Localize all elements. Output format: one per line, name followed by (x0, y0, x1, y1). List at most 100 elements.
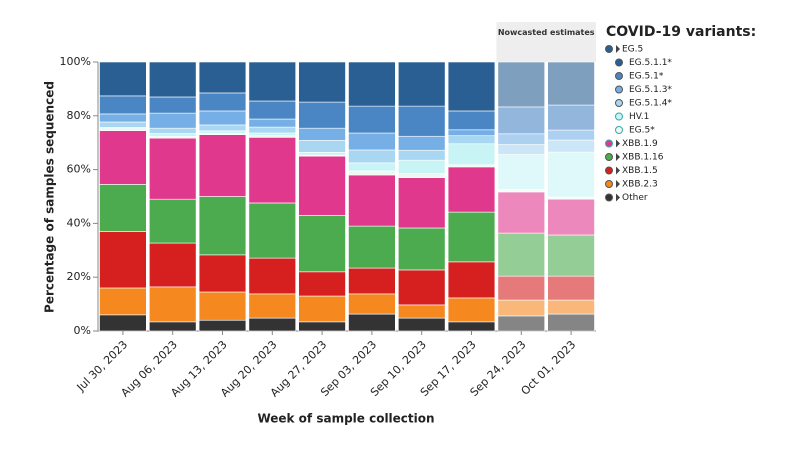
bar-segment (547, 299, 595, 315)
legend-symbol (605, 153, 613, 161)
bar-segment (149, 127, 197, 134)
bar-segment (348, 149, 396, 164)
bar-segment (99, 184, 147, 232)
bar-segment (447, 297, 496, 323)
legend-symbol (605, 193, 613, 202)
bar-segment (497, 106, 545, 135)
legend-toggle (616, 166, 620, 175)
bar-segment (547, 139, 595, 153)
y-tick-label: 60% (67, 163, 91, 176)
bar-segment (547, 61, 595, 106)
bar-segment (348, 313, 396, 332)
legend-symbol (615, 72, 623, 80)
bar-segment (547, 196, 595, 200)
legend-label: EG.5* (629, 126, 655, 136)
bar-segment (497, 61, 545, 108)
bar-segment (497, 275, 545, 301)
bar-segment (447, 135, 496, 145)
bar-segment (198, 319, 247, 332)
bar-segment (149, 137, 197, 200)
bar-segment (248, 132, 296, 137)
bar-segment (348, 170, 396, 176)
bar-segment (248, 61, 296, 102)
bar-segment (248, 293, 296, 319)
legend-title: COVID-19 variants: (606, 24, 756, 40)
bar-segment (348, 132, 396, 151)
legend-symbol (615, 58, 623, 67)
bar-segment (298, 61, 346, 103)
bar-segment (348, 174, 396, 227)
bar-segment (298, 215, 346, 273)
legend-toggle (616, 180, 620, 188)
bar-segment (397, 105, 446, 137)
bar-segment (149, 61, 197, 98)
bar-segment (447, 321, 496, 332)
bar-segment (248, 202, 296, 259)
bar-segment (149, 112, 197, 129)
bar-segment (547, 129, 595, 141)
bar-segment (198, 61, 247, 94)
bar-segment (149, 286, 197, 323)
bar-segment (198, 291, 247, 321)
nowcast-annotation: Nowcasted estimates (497, 28, 595, 37)
bar-segment (547, 313, 595, 332)
bar-segment (198, 196, 247, 256)
bar-segment (149, 96, 197, 114)
bar-segment (248, 100, 296, 120)
bar-segment (348, 293, 396, 315)
bar-segment (99, 61, 147, 97)
bar-segment (298, 101, 346, 129)
bar-segment (99, 314, 147, 332)
bar-segment (99, 231, 147, 289)
bar-segment (447, 166, 496, 213)
bar-segment (248, 317, 296, 332)
legend-label: XBB.1.5 (622, 166, 658, 176)
bar-segment (447, 110, 496, 131)
bar-segment (397, 173, 446, 178)
bar-segment (447, 61, 496, 112)
legend-symbol (615, 85, 623, 94)
bar-segment (497, 133, 545, 145)
legend-label: EG.5.1.1* (629, 58, 672, 68)
legend-toggle (616, 193, 620, 202)
bar-segment (248, 126, 296, 134)
bar-segment (497, 154, 545, 190)
y-tick-label: 40% (67, 216, 91, 229)
bar-segment (397, 269, 446, 306)
bar-segment (99, 113, 147, 123)
y-tick-label: 80% (67, 109, 91, 122)
x-axis-title: Week of sample collection (257, 412, 434, 426)
y-tick-label: 0% (74, 324, 91, 337)
bar-segment (198, 124, 247, 132)
bar-segment (547, 198, 595, 236)
bar-segment (198, 134, 247, 197)
bar-segment (497, 189, 545, 193)
bar-segment (149, 198, 197, 244)
bar-segment (397, 227, 446, 271)
bar-segment (298, 271, 346, 297)
bar-segment (298, 295, 346, 323)
legend-symbol (615, 126, 623, 134)
legend-toggle (616, 45, 620, 53)
bar-segment (149, 321, 197, 332)
bar-segment (248, 257, 296, 295)
bar-segment (497, 144, 545, 155)
bar-segment (198, 110, 247, 126)
legend-toggle (616, 139, 620, 148)
bar-segment (298, 321, 346, 332)
bar-segment (198, 130, 247, 134)
bar-segment (348, 105, 396, 134)
legend-label: EG.5.1.4* (629, 99, 672, 109)
bar-segment (198, 254, 247, 293)
bar-segment (397, 159, 446, 174)
legend-label: HV.1 (629, 112, 649, 122)
bar-segment (397, 61, 446, 107)
bar-segment (547, 151, 595, 198)
bar-segment (298, 127, 346, 141)
bar-segment (348, 61, 396, 107)
bar-segment (397, 304, 446, 319)
legend-label: EG.5.1.3* (629, 85, 672, 95)
bar-segment (397, 135, 446, 151)
